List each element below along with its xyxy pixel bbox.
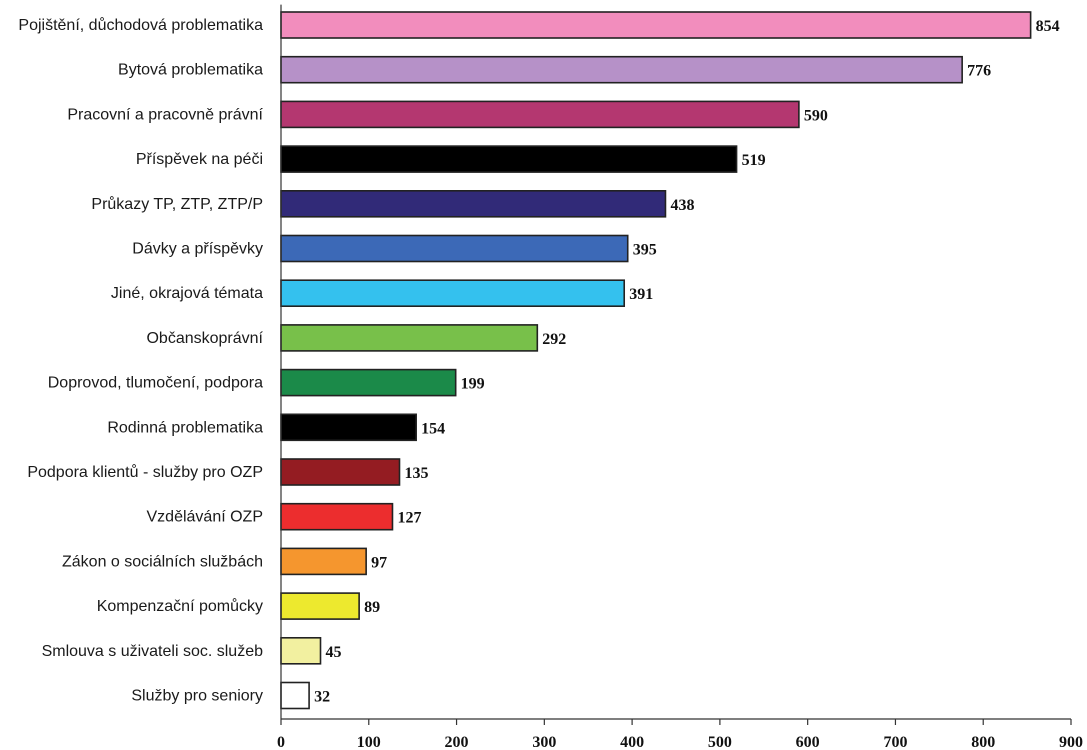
x-tick-label: 500 xyxy=(708,734,732,750)
category-label: Jiné, okrajová témata xyxy=(111,285,263,302)
bar xyxy=(280,547,367,576)
bar xyxy=(280,681,310,710)
x-tick-label: 900 xyxy=(1059,734,1083,750)
x-tick-label: 100 xyxy=(357,734,381,750)
category-label: Doprovod, tlumočení, podpora xyxy=(48,375,263,392)
x-tick-label: 400 xyxy=(620,734,644,750)
bar xyxy=(280,190,667,218)
bar xyxy=(280,11,1032,39)
bar xyxy=(280,145,738,173)
category-label: Zákon o sociálních službách xyxy=(62,553,263,570)
data-label: 776 xyxy=(967,63,991,80)
category-label: Vzdělávání OZP xyxy=(147,509,264,526)
category-label: Kompenzační pomůcky xyxy=(97,597,263,615)
data-label: 32 xyxy=(314,689,330,706)
data-label: 154 xyxy=(421,420,445,437)
data-label: 590 xyxy=(804,107,828,124)
x-axis: 0 100 200 300 400 500 600 700 800 900 xyxy=(277,4,1083,750)
data-label: 391 xyxy=(629,286,653,303)
category-label: Bytová problematika xyxy=(118,62,263,79)
category-label: Dávky a příspěvky xyxy=(132,241,263,258)
bar xyxy=(280,234,629,263)
data-label: 199 xyxy=(461,376,485,393)
data-label: 292 xyxy=(542,331,566,348)
x-tick-label: 600 xyxy=(796,734,820,750)
bar xyxy=(280,592,360,620)
category-label: Příspěvek na péči xyxy=(136,151,263,168)
x-tick-label: 700 xyxy=(883,734,907,750)
bar xyxy=(280,279,626,308)
bar xyxy=(280,458,401,486)
bar xyxy=(280,636,322,665)
data-label: 438 xyxy=(670,197,694,214)
bar xyxy=(280,324,539,352)
category-label: Pracovní a pracovně právní xyxy=(67,106,263,123)
x-tick-label: 200 xyxy=(445,734,469,750)
x-tick-label: 800 xyxy=(971,734,995,750)
data-label: 97 xyxy=(371,554,387,571)
data-label: 127 xyxy=(397,510,421,527)
bar xyxy=(280,55,963,84)
category-label: Průkazy TP, ZTP, ZTP/P xyxy=(91,195,263,213)
category-label: Služby pro seniory xyxy=(131,688,263,705)
data-label: 854 xyxy=(1036,18,1060,35)
category-label: Rodinná problematika xyxy=(107,419,263,436)
bar xyxy=(280,368,457,397)
bar xyxy=(280,100,800,129)
category-label: Smlouva s uživateli soc. služeb xyxy=(42,643,264,660)
bar xyxy=(280,413,417,442)
category-label: Podpora klientů - služby pro OZP xyxy=(27,463,263,481)
bars-layer: Pojištění, důchodová problematika 854 Byto… xyxy=(18,11,1060,710)
data-label: 519 xyxy=(742,152,766,169)
bar xyxy=(280,502,394,531)
category-label: Pojištění, důchodová problematika xyxy=(18,16,263,34)
x-tick-label: 300 xyxy=(532,734,556,750)
x-tick-label: 0 xyxy=(277,734,285,750)
data-label: 45 xyxy=(326,644,342,661)
data-label: 135 xyxy=(405,465,429,482)
data-label: 89 xyxy=(364,599,380,616)
category-label: Občanskoprávní xyxy=(146,330,263,347)
data-label: 395 xyxy=(633,242,657,259)
